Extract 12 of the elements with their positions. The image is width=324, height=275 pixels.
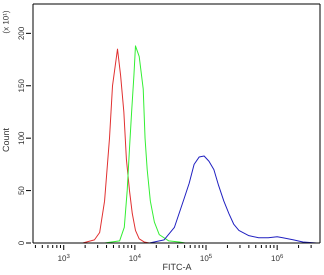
y-tick-label: 150 <box>17 78 26 92</box>
x-tick-label: 10$^{5}$ <box>200 253 213 263</box>
y-tick-label: 200 <box>17 26 26 40</box>
y-tick-label: 50 <box>17 186 26 196</box>
x-tick-label: 10$^{4}$ <box>128 253 142 263</box>
x-tick-label: 10$^{6}$ <box>271 253 284 263</box>
y-tick-label: 100 <box>17 130 26 145</box>
x-tick-label: 10$^{3}$ <box>58 253 71 263</box>
y-tick-label: 0 <box>17 240 26 246</box>
x-axis-title: FITC-A <box>162 262 192 272</box>
text: (x 10¹) <box>2 10 10 34</box>
y-axis-title: Count <box>1 128 11 152</box>
